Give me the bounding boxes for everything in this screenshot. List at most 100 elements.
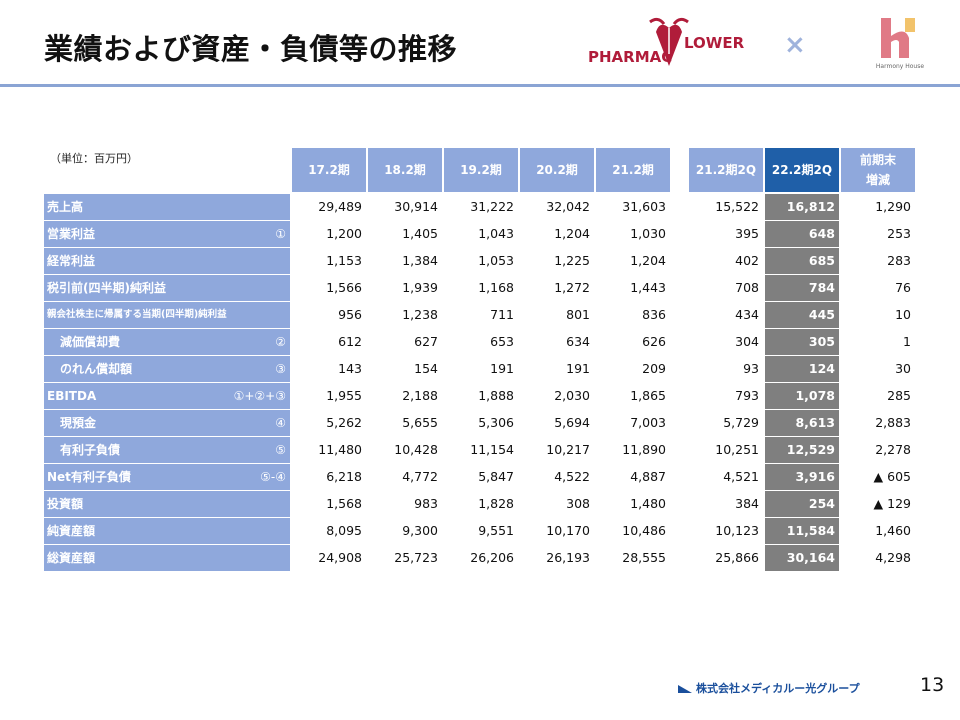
table-cell: 10,428: [394, 442, 438, 457]
column-header: 17.2期: [292, 148, 366, 192]
column-header: 19.2期: [444, 148, 518, 192]
row-label: 税引前(四半期)純利益: [44, 275, 290, 301]
table-cell: 1,204: [554, 226, 590, 241]
column-header: 21.2期: [596, 148, 670, 192]
row-label-text: 親会社株主に帰属する当期(四半期)純利益: [47, 309, 227, 320]
table-cell: 191: [490, 361, 514, 376]
table-cell: 711: [490, 307, 514, 322]
table-cell: 1,955: [326, 388, 362, 403]
table-cell: 793: [735, 388, 759, 403]
table-cell: 1: [903, 334, 911, 349]
row-mark: ②: [275, 335, 286, 349]
footer-company-logo: 株式会社メディカルー光グループ: [678, 680, 860, 696]
pharmacy-flower-logo: PHARMAC LOWER: [586, 14, 744, 74]
page-number: 13: [920, 674, 945, 696]
table-cell: 626: [642, 334, 666, 349]
table-cell: 1,053: [478, 253, 514, 268]
table-cell: 6,218: [326, 469, 362, 484]
table-cell: 5,847: [478, 469, 514, 484]
table-cell: 7,003: [630, 415, 666, 430]
table-cell: 5,694: [554, 415, 590, 430]
table-cell: 445: [765, 302, 839, 328]
table-cell: 653: [490, 334, 514, 349]
table-cell: 4,887: [630, 469, 666, 484]
table-cell: 93: [743, 361, 759, 376]
row-label: 総資産額: [44, 545, 290, 571]
table-cell: 1,200: [326, 226, 362, 241]
table-cell: 1,272: [554, 280, 590, 295]
page-title: 業績および資産・負債等の推移: [44, 32, 458, 66]
table-cell: 5,729: [723, 415, 759, 430]
unit-label: （単位：百万円）: [50, 152, 138, 165]
table-cell: 1,888: [478, 388, 514, 403]
row-label: 売上高: [44, 194, 290, 220]
table-cell: 983: [414, 496, 438, 511]
table-cell: 1,290: [875, 199, 911, 214]
table-cell: 1,078: [765, 383, 839, 409]
table-cell: 308: [566, 496, 590, 511]
table-cell: 10,251: [715, 442, 759, 457]
table-cell: 1,568: [326, 496, 362, 511]
table-cell: 2,030: [554, 388, 590, 403]
table-cell: 4,298: [875, 550, 911, 565]
column-header: 20.2期: [520, 148, 594, 192]
table-cell: 708: [735, 280, 759, 295]
row-label-text: 現預金: [60, 416, 97, 430]
table-cell: 1,460: [875, 523, 911, 538]
table-cell: 1,384: [402, 253, 438, 268]
table-cell: 11,480: [318, 442, 362, 457]
table-cell: 3,916: [765, 464, 839, 490]
table-cell: 5,262: [326, 415, 362, 430]
table-cell: 30,914: [394, 199, 438, 214]
table-cell: 5,306: [478, 415, 514, 430]
table-cell: 124: [765, 356, 839, 382]
column-header: 18.2期: [368, 148, 442, 192]
company-mark-icon: [678, 685, 692, 693]
table-cell: 395: [735, 226, 759, 241]
row-label: 現預金 ④: [44, 410, 290, 436]
table-cell: 1,865: [630, 388, 666, 403]
table-cell: 28,555: [622, 550, 666, 565]
table-cell: 11,584: [765, 518, 839, 544]
table-cell: 30: [895, 361, 911, 376]
table-cell: 2,188: [402, 388, 438, 403]
table-cell: 253: [887, 226, 911, 241]
row-label-text: 純資産額: [47, 524, 96, 538]
row-label-text: 総資産額: [47, 551, 96, 565]
table-cell: 1,480: [630, 496, 666, 511]
table-cell: 12,529: [765, 437, 839, 463]
table-cell: 285: [887, 388, 911, 403]
table-cell: 31,603: [622, 199, 666, 214]
table-cell: 10,486: [622, 523, 666, 538]
table-cell: 283: [887, 253, 911, 268]
table-cell: 1,168: [478, 280, 514, 295]
table-cell: 1,566: [326, 280, 362, 295]
row-mark: ①+②+③: [233, 389, 286, 403]
row-label: 経常利益: [44, 248, 290, 274]
table-cell: 24,908: [318, 550, 362, 565]
row-label: EBITDA ①+②+③: [44, 383, 290, 409]
table-cell: 30,164: [765, 545, 839, 571]
table-cell: 1,043: [478, 226, 514, 241]
table-cell: 4,521: [723, 469, 759, 484]
table-cell: 154: [414, 361, 438, 376]
column-header-line: 前期末: [859, 153, 896, 167]
row-label-text: Net有利子負債: [47, 470, 131, 484]
table-cell: 15,522: [715, 199, 759, 214]
row-mark: ⑤: [275, 443, 286, 457]
table-cell: 25,723: [394, 550, 438, 565]
row-label: のれん償却額 ③: [44, 356, 290, 382]
times-icon: ×: [784, 30, 806, 60]
table-cell: 16,812: [765, 194, 839, 220]
table-cell: 2,883: [875, 415, 911, 430]
table-cell: 402: [735, 253, 759, 268]
row-label-text: 有利子負債: [60, 443, 121, 457]
table-cell: 209: [642, 361, 666, 376]
table-cell: 304: [735, 334, 759, 349]
table-cell: 4,772: [402, 469, 438, 484]
row-label: 投資額: [44, 491, 290, 517]
table-cell: 1,939: [402, 280, 438, 295]
table-cell: 8,613: [765, 410, 839, 436]
table-cell: 26,193: [546, 550, 590, 565]
table-cell: 648: [765, 221, 839, 247]
